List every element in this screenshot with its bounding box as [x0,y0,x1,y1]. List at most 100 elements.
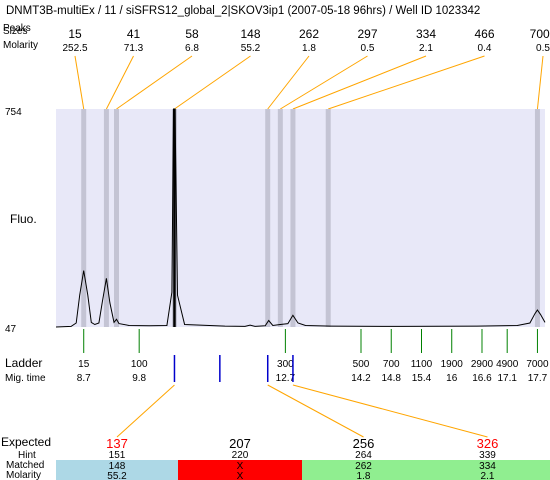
matched-molarity-label: 2.1 [481,471,495,480]
matched-size-label: 148 [109,461,126,472]
y-tick-max: 754 [5,107,22,118]
ladder-time-label: 16 [446,373,458,384]
y-axis-label: Fluo. [10,212,37,226]
fluorescence-trace-group [55,108,546,328]
peak-molarity-label: 0.5 [536,43,550,54]
peak-marker-band [113,109,119,327]
expected-leader-line [116,384,175,438]
expected-size-label: 137 [106,436,128,451]
peak-leader-line [105,55,134,110]
hint-size-label: 220 [232,450,249,461]
ladder-time-label: 14.8 [382,373,402,384]
ladder-label: Ladder [5,356,42,370]
peak-marker-band [103,109,109,327]
ladder-time-label: 14.2 [351,373,371,384]
fluorescence-trace [55,108,546,328]
matched-cell [178,460,302,480]
matched-size-label: 262 [355,461,372,472]
ladder-time-label: 16.6 [472,373,492,384]
matched-molarity-label: X [237,471,244,480]
peak-size-label: 334 [416,27,436,41]
peak-leader-line [292,55,427,110]
ladder-size-label: 4900 [496,359,519,370]
ladder-size-label: 2900 [471,359,494,370]
expected-leader-line [292,384,488,438]
ladder-size-label: 100 [131,359,148,370]
expected-molarity-row-label: Molarity [6,470,41,480]
peak-marker-band [290,109,296,327]
peak-marker-band [277,109,283,327]
molarity-row-label: Molarity [3,40,38,51]
matched-row-label: Matched [6,460,44,471]
peak-labels: 15 252.5 41 71.3 58 6.8 148 55.2 262 1.8 297 0.5 334… [62,27,550,54]
peak-size-label: 262 [299,27,319,41]
peak-leader-line [536,55,544,110]
ladder-size-label: 1100 [411,359,433,370]
ladder-size-label: 700 [383,359,400,370]
peak-leader-line [280,55,368,110]
ladder-size-label: 500 [353,359,370,370]
peak-leader-line [74,55,85,110]
peak-molarity-label: 71.3 [124,43,144,54]
hint-size-label: 339 [479,450,496,461]
peak-molarity-label: 0.5 [361,43,375,54]
peak-size-label: 15 [68,27,82,41]
peak-size-label: 7000 [530,27,550,41]
peak-marker-band [265,109,271,327]
ladder-size-label: 1900 [441,359,464,370]
peak-leader-line [116,55,193,110]
ladder-size-label: 15 [78,359,90,370]
y-tick-min: 47 [5,324,17,335]
hint-row-label: Hint [18,450,36,461]
sizes-row-label: Sizes [3,26,27,37]
peak-size-label: 41 [127,27,141,41]
ladder-time-label: 8.7 [77,373,91,384]
hint-ticks [173,355,294,382]
ladder-time-label: 15.4 [412,373,432,384]
peak-molarity-label: 0.4 [478,43,492,54]
mig-time-label: Mig. time [5,373,46,384]
plot-area [56,109,545,327]
matched-molarity-label: 1.8 [357,471,371,480]
ladder-size-label: 300 [277,359,294,370]
peak-size-label: 148 [240,27,260,41]
ladder-size-label: 7000 [526,359,549,370]
ladder-time-label: 12.7 [276,373,296,384]
expected-leader-line [267,384,364,438]
peak-leader-lines [74,55,544,110]
peak-size-label: 58 [185,27,199,41]
expected-size-label: 207 [229,436,251,451]
peak-marker-band [534,109,540,327]
matched-cell [56,460,178,480]
matched-size-label: 334 [479,461,496,472]
ladder-time-label: 9.8 [132,373,146,384]
peak-leader-line [267,55,310,110]
peaks-row-label: Peaks [3,23,31,34]
matched-cell [425,460,550,480]
ladder-axis: 15 8.7 100 9.8 300 12.7 500 14.2 700 14.8 1100 15.4… [77,329,549,384]
chart-title: DNMT3B-multiEx / 11 / siSFRS12_global_2|… [6,5,480,17]
peak-molarity-label: 252.5 [62,43,87,54]
hint-size-label: 151 [109,450,126,461]
peak-molarity-label: 2.1 [419,43,433,54]
peak-leader-line [174,55,251,110]
peak-molarity-label: 1.8 [302,43,316,54]
ladder-time-label: 17.1 [497,373,517,384]
expected-size-label: 256 [353,436,375,451]
peak-size-label: 466 [474,27,494,41]
peak-leader-line [328,55,485,110]
hint-size-label: 264 [355,450,372,461]
peak-molarity-label: 55.2 [241,43,261,54]
expected-size-label: 326 [477,436,499,451]
ladder-time-label: 17.7 [528,373,548,384]
expected-table: 13715114855.2207220XX2562642621.83263393… [56,384,550,480]
peak-molarity-label: 6.8 [185,43,199,54]
matched-molarity-label: 55.2 [107,471,127,480]
peak-marker-band [81,109,87,327]
peak-size-label: 297 [357,27,377,41]
peak-marker-band [325,109,331,327]
expected-row-label: Expected [1,435,51,449]
matched-size-label: X [237,461,244,472]
